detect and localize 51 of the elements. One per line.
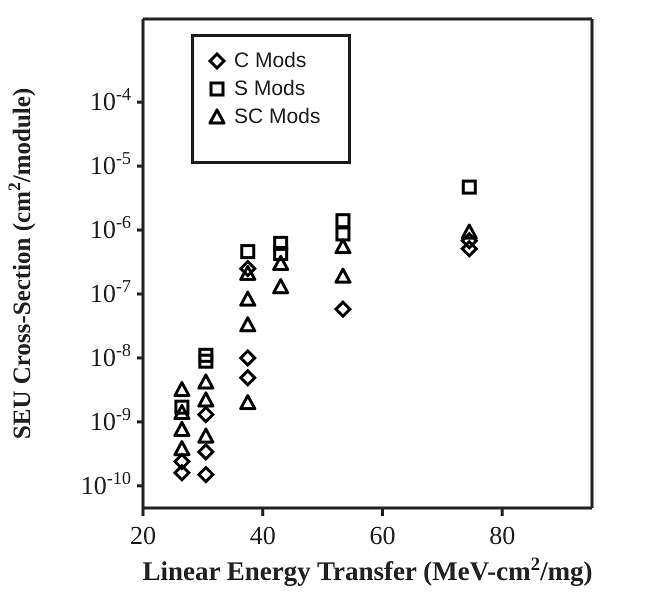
point: [239, 316, 256, 332]
point: [334, 238, 352, 254]
point: [335, 226, 350, 242]
point: [460, 224, 478, 240]
point: [273, 236, 288, 251]
point: [173, 464, 190, 482]
point: [197, 443, 214, 460]
point: [197, 406, 214, 424]
y-tick-label: 10$^{-9}$: [90, 404, 131, 436]
point: [173, 440, 190, 456]
point: [334, 268, 352, 284]
point: [272, 255, 290, 271]
point: [197, 391, 214, 408]
legend-label: S Mods: [234, 77, 306, 101]
point: [272, 278, 290, 294]
legend-label: C Mods: [234, 49, 306, 73]
point: [173, 404, 190, 420]
point: [460, 240, 478, 258]
x-tick-label: 80: [489, 521, 516, 550]
x-tick-label: 20: [130, 521, 156, 550]
x-tick-label: 40: [250, 521, 276, 550]
point: [240, 244, 256, 260]
y-tick-label: 10$^{-6}$: [90, 212, 131, 244]
y-tick-label: 10$^{-10}$: [80, 468, 131, 500]
point: [173, 381, 190, 398]
point: [197, 374, 214, 390]
legend-label: SC Mods: [234, 105, 320, 129]
x-tick-label: 60: [369, 521, 396, 550]
point: [239, 369, 256, 386]
point: [197, 428, 214, 444]
point: [239, 264, 256, 281]
y-tick-label: 10$^{-5}$: [90, 148, 131, 180]
point: [239, 394, 256, 410]
point: [334, 300, 352, 318]
point: [273, 246, 288, 262]
point: [335, 213, 350, 228]
point: [174, 400, 190, 415]
point: [197, 466, 214, 484]
point: [198, 354, 214, 369]
point: [173, 421, 190, 438]
point: [239, 349, 256, 366]
y-tick-label: 10$^{-7}$: [90, 276, 131, 308]
point: [239, 290, 256, 307]
point: [173, 453, 190, 470]
y-tick-label: 10$^{-4}$: [90, 84, 131, 116]
point: [198, 348, 214, 363]
x-axis-title: Linear Energy Transfer (MeV-cm$^{2}$/mg): [142, 554, 593, 586]
point: [239, 260, 256, 278]
point: [462, 180, 477, 195]
y-tick-label: 10$^{-8}$: [90, 340, 131, 372]
point: [460, 232, 478, 250]
